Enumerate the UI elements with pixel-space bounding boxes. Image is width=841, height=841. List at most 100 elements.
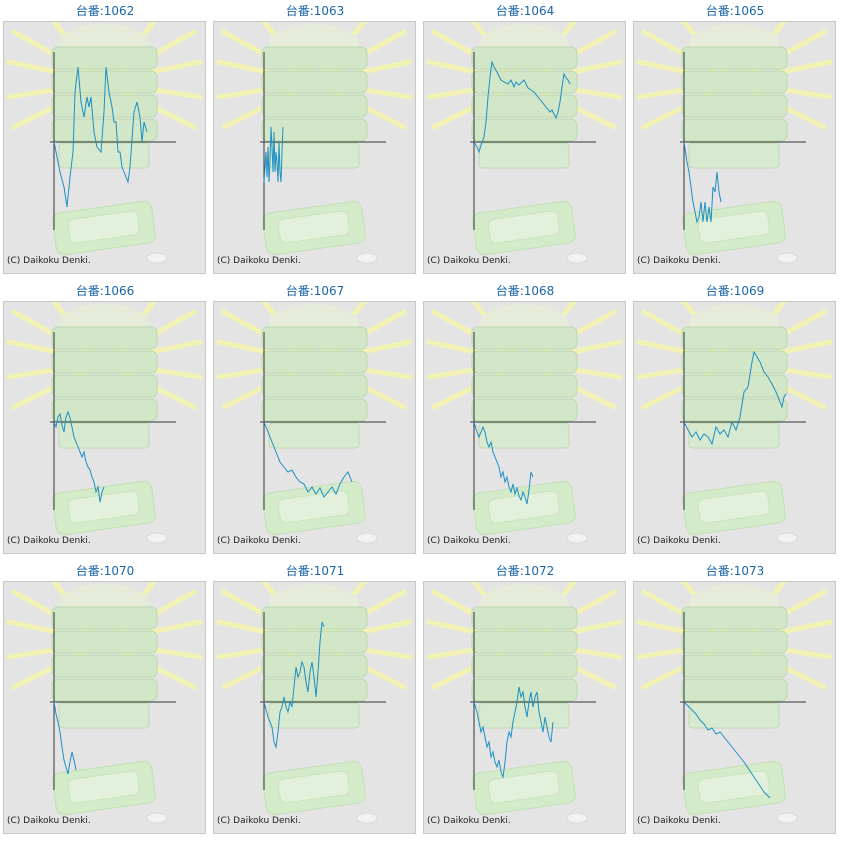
- machine-number-link[interactable]: 台番:1073: [705, 564, 765, 578]
- medal-tray: [682, 200, 798, 264]
- background-illustration: [6, 22, 203, 264]
- medal-tray: [262, 760, 378, 824]
- slump-graph: [426, 302, 623, 544]
- slump-graph: [426, 582, 623, 824]
- graph-axes: [260, 332, 386, 510]
- slot-machine-stack: [681, 304, 788, 449]
- graph-axes: [680, 52, 806, 230]
- slump-graph-panel[interactable]: (C) Daikoku Denki.: [3, 301, 206, 554]
- copyright-text: (C) Daikoku Denki.: [427, 816, 511, 826]
- slump-graph: [6, 582, 203, 824]
- copyright-text: (C) Daikoku Denki.: [217, 256, 301, 266]
- slump-line: [53, 410, 105, 503]
- slump-graph-panel[interactable]: (C) Daikoku Denki.: [423, 581, 626, 834]
- slump-graph-panel[interactable]: (C) Daikoku Denki.: [3, 21, 206, 274]
- slump-graph-panel[interactable]: (C) Daikoku Denki.: [3, 581, 206, 834]
- slump-line: [53, 66, 148, 208]
- machine-number-link[interactable]: 台番:1067: [285, 284, 345, 298]
- copyright-text: (C) Daikoku Denki.: [637, 256, 721, 266]
- medal-tray: [682, 760, 798, 824]
- graph-axes: [470, 612, 596, 790]
- slump-graph-panel[interactable]: (C) Daikoku Denki.: [213, 301, 416, 554]
- background-illustration: [636, 302, 833, 544]
- slump-line: [473, 421, 534, 505]
- slump-graph-panel[interactable]: (C) Daikoku Denki.: [423, 301, 626, 554]
- graph-axes: [470, 52, 596, 230]
- copyright-text: (C) Daikoku Denki.: [637, 536, 721, 546]
- background-illustration: [6, 582, 203, 824]
- slump-graph: [216, 302, 413, 544]
- slump-line: [683, 350, 787, 446]
- medal-tray: [262, 480, 378, 544]
- slump-graph: [636, 22, 833, 264]
- slump-line: [263, 421, 353, 498]
- copyright-text: (C) Daikoku Denki.: [427, 256, 511, 266]
- slump-graph-panel[interactable]: (C) Daikoku Denki.: [633, 581, 836, 834]
- machine-number-link[interactable]: 台番:1066: [75, 284, 135, 298]
- background-illustration: [426, 22, 623, 264]
- slump-graph-panel[interactable]: (C) Daikoku Denki.: [633, 21, 836, 274]
- background-illustration: [426, 302, 623, 544]
- medal-tray: [472, 760, 588, 824]
- background-illustration: [426, 582, 623, 824]
- copyright-text: (C) Daikoku Denki.: [427, 536, 511, 546]
- copyright-text: (C) Daikoku Denki.: [217, 536, 301, 546]
- machine-number-link[interactable]: 台番:1064: [495, 4, 555, 18]
- slump-graph: [636, 302, 833, 544]
- slot-machine-stack: [681, 584, 788, 729]
- slump-line: [263, 621, 325, 749]
- slump-graph: [636, 582, 833, 824]
- machine-number-link[interactable]: 台番:1068: [495, 284, 555, 298]
- slot-machine-stack: [471, 584, 578, 729]
- machine-number-link[interactable]: 台番:1070: [75, 564, 135, 578]
- slump-graph: [216, 582, 413, 824]
- machine-number-link[interactable]: 台番:1069: [705, 284, 765, 298]
- machine-number-link[interactable]: 台番:1062: [75, 4, 135, 18]
- graph-axes: [470, 332, 596, 510]
- copyright-text: (C) Daikoku Denki.: [7, 256, 91, 266]
- slump-graph-panel[interactable]: (C) Daikoku Denki.: [213, 581, 416, 834]
- slump-graph-panel[interactable]: (C) Daikoku Denki.: [423, 21, 626, 274]
- copyright-text: (C) Daikoku Denki.: [637, 816, 721, 826]
- slump-graph-panel[interactable]: (C) Daikoku Denki.: [213, 21, 416, 274]
- slot-machine-stack: [681, 24, 788, 169]
- slump-graph: [426, 22, 623, 264]
- medal-tray: [52, 760, 168, 824]
- medal-tray: [472, 480, 588, 544]
- slot-machine-stack: [51, 24, 158, 169]
- slot-machine-stack: [261, 304, 368, 449]
- slot-machine-stack: [51, 304, 158, 449]
- machine-number-link[interactable]: 台番:1063: [285, 4, 345, 18]
- graph-axes: [50, 612, 176, 790]
- graph-axes: [260, 52, 386, 230]
- copyright-text: (C) Daikoku Denki.: [7, 816, 91, 826]
- slot-machine-stack: [261, 584, 368, 729]
- background-illustration: [216, 302, 413, 544]
- copyright-text: (C) Daikoku Denki.: [217, 816, 301, 826]
- machine-number-link[interactable]: 台番:1072: [495, 564, 555, 578]
- medal-tray: [52, 200, 168, 264]
- slot-machine-stack: [471, 304, 578, 449]
- slump-line: [473, 686, 554, 779]
- background-illustration: [216, 22, 413, 264]
- slump-line: [683, 701, 771, 799]
- slump-graph: [216, 22, 413, 264]
- copyright-text: (C) Daikoku Denki.: [7, 536, 91, 546]
- slump-line: [683, 141, 722, 224]
- graph-axes: [50, 52, 176, 230]
- slot-machine-stack: [261, 24, 368, 169]
- slump-line: [263, 126, 284, 183]
- medal-tray: [472, 200, 588, 264]
- graph-axes: [680, 332, 806, 510]
- slump-line: [473, 60, 571, 154]
- slump-graph-panel[interactable]: (C) Daikoku Denki.: [633, 301, 836, 554]
- machine-number-link[interactable]: 台番:1071: [285, 564, 345, 578]
- medal-tray: [262, 200, 378, 264]
- machine-number-link[interactable]: 台番:1065: [705, 4, 765, 18]
- slot-machine-stack: [51, 584, 158, 729]
- medal-tray: [52, 480, 168, 544]
- background-illustration: [6, 302, 203, 544]
- slump-graph: [6, 22, 203, 264]
- graph-axes: [260, 612, 386, 790]
- background-illustration: [216, 582, 413, 824]
